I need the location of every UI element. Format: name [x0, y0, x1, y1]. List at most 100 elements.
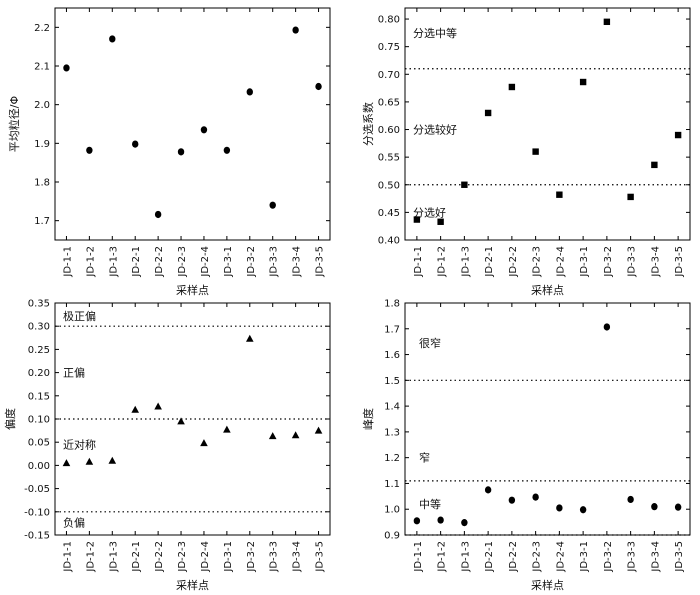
mean-x-axis-title: 采样点 [176, 283, 209, 297]
chart-mean-grain-size: 1.7 1.8 1.9 2.0 2.1 2.2 JD-1-1 JD-1-2 JD-1-3 JD-2… [7, 7, 331, 297]
skewness-y-tick-label: 0.05 [28, 438, 50, 449]
kurtosis-data-point [627, 495, 634, 504]
mean-x-tick-label: JD-2-2 [154, 246, 165, 278]
skewness-x-tick-label: JD-3-5 [315, 541, 326, 573]
skewness-y-tick-label: 0.20 [28, 368, 50, 379]
skewness-x-tick-label: JD-3-3 [269, 541, 280, 573]
skewness-y-axis-title: 偏度 [3, 408, 17, 430]
mean-x-tick-label: JD-3-3 [269, 246, 280, 278]
kurtosis-y-axis-title: 峰度 [361, 408, 375, 430]
kurtosis-y-tick-label: 1.1 [384, 479, 400, 490]
skewness-x-tick-label: JD-3-2 [246, 541, 257, 573]
sorting-y-tick-label: 0.50 [378, 180, 400, 191]
sorting-x-tick-label: JD-2-4 [555, 246, 566, 278]
kurtosis-y-tick-label: 1.4 [384, 402, 400, 413]
sorting-x-tick-label: JD-2-1 [484, 246, 495, 278]
skewness-zone-label: 正偏 [63, 366, 85, 380]
skewness-y-tick-label: -0.15 [24, 531, 50, 542]
kurtosis-y-tick-label: 1.2 [384, 453, 400, 464]
mean-x-tick-label: JD-2-4 [200, 246, 211, 278]
mean-y-tick-label: 2.1 [34, 62, 50, 73]
kurtosis-y-tick-label: 1.0 [384, 505, 400, 516]
sorting-zone-label: 分选好 [413, 205, 446, 219]
skewness-y-tick-label: 0.00 [28, 461, 50, 472]
skewness-data-point [62, 459, 71, 467]
kurtosis-x-tick-label: JD-3-1 [579, 541, 590, 573]
kurtosis-zone-label: 中等 [419, 497, 441, 511]
mean-y-tick-label: 2.2 [34, 23, 50, 34]
mean-x-tick-label: JD-1-1 [62, 246, 73, 278]
skewness-data-point [131, 405, 140, 413]
kurtosis-data-point [437, 516, 444, 524]
chart-skewness: -0.15 -0.10 -0.05 0.00 0.05 0.10 0.15 0.20 0.25 0… [3, 299, 331, 592]
skewness-y-tick-label: 0.35 [28, 299, 50, 310]
kurtosis-data-point [674, 503, 682, 511]
sorting-data-point [579, 78, 587, 86]
mean-x-tick-label: JD-3-4 [292, 246, 303, 278]
mean-x-tick-label: JD-2-3 [177, 246, 188, 278]
sorting-data-point [413, 216, 421, 223]
skewness-y-tick-label: -0.05 [24, 484, 50, 495]
kurtosis-data-point [461, 519, 468, 527]
sorting-x-tick-label: JD-1-2 [437, 246, 448, 278]
mean-x-tick-label: JD-1-2 [85, 246, 96, 278]
sorting-data-point [556, 191, 563, 198]
sorting-x-tick-label: JD-3-5 [674, 246, 685, 278]
mean-y-tick-label: 1.7 [34, 216, 50, 227]
kurtosis-data-point [651, 503, 658, 511]
kurtosis-data-point [532, 493, 539, 501]
sorting-x-tick-label: JD-3-2 [603, 246, 614, 278]
sorting-x-tick-label: JD-1-1 [413, 246, 424, 278]
skewness-data-point [268, 432, 277, 440]
mean-data-point [269, 201, 276, 209]
kurtosis-data-point [556, 504, 563, 512]
sorting-y-tick-label: 0.60 [378, 125, 400, 136]
chart-sorting-coefficient: 0.40 0.45 0.50 0.55 0.60 0.65 0.70 0.75 0.80 JD-1… [362, 7, 691, 297]
skewness-data-point [314, 426, 323, 434]
sorting-zone-label: 分选中等 [413, 26, 457, 40]
mean-y-tick-label: 1.8 [34, 178, 50, 189]
sorting-y-tick-label: 0.80 [378, 15, 400, 26]
sorting-data-point [437, 218, 444, 225]
sorting-y-tick-label: 0.40 [378, 236, 400, 247]
mean-y-tick-label: 1.9 [34, 139, 50, 150]
skewness-y-tick-label: -0.10 [24, 507, 50, 518]
skewness-data-point [177, 417, 185, 425]
kurtosis-y-tick-label: 1.8 [384, 299, 400, 310]
skewness-y-tick-label: 0.10 [28, 415, 50, 426]
sorting-y-tick-label: 0.45 [378, 208, 400, 219]
sorting-x-tick-label: JD-2-3 [532, 246, 543, 278]
skewness-zone-label: 近对称 [63, 438, 96, 452]
skewness-data-point [245, 334, 254, 342]
mean-data-point [177, 148, 185, 156]
kurtosis-zone-label: 窄 [419, 451, 430, 465]
skewness-y-tick-label: 0.15 [28, 391, 50, 402]
skewness-x-tick-label: JD-2-3 [177, 541, 188, 573]
mean-data-point [109, 35, 116, 43]
kurtosis-x-tick-label: JD-3-5 [674, 541, 685, 573]
kurtosis-x-tick-label: JD-1-1 [413, 541, 424, 573]
mean-data-point [315, 82, 322, 91]
mean-data-point [246, 88, 253, 96]
kurtosis-data-point [413, 517, 421, 525]
skewness-x-tick-label: JD-1-3 [108, 541, 119, 573]
mean-x-tick-label: JD-3-2 [246, 246, 257, 278]
sorting-y-tick-label: 0.75 [378, 42, 400, 53]
skewness-data-point [200, 439, 208, 447]
kurtosis-y-tick-label: 1.6 [384, 350, 400, 361]
kurtosis-x-tick-label: JD-2-4 [555, 541, 566, 573]
mean-x-tick-label: JD-3-1 [223, 246, 234, 278]
skewness-data-point [154, 402, 162, 410]
sorting-data-point [674, 131, 682, 139]
skewness-data-point [291, 431, 300, 439]
kurtosis-x-tick-label: JD-3-4 [650, 541, 661, 573]
sorting-y-tick-label: 0.55 [378, 153, 400, 164]
skewness-x-tick-label: JD-2-2 [154, 541, 165, 573]
kurtosis-y-tick-label: 0.9 [384, 531, 400, 542]
mean-x-tick-label: JD-2-1 [131, 246, 142, 278]
kurtosis-data-point [508, 496, 516, 504]
sorting-data-point [461, 181, 468, 188]
sorting-data-point [603, 18, 611, 26]
skewness-x-axis-title: 采样点 [176, 578, 209, 592]
skewness-x-tick-label: JD-2-1 [131, 541, 142, 573]
